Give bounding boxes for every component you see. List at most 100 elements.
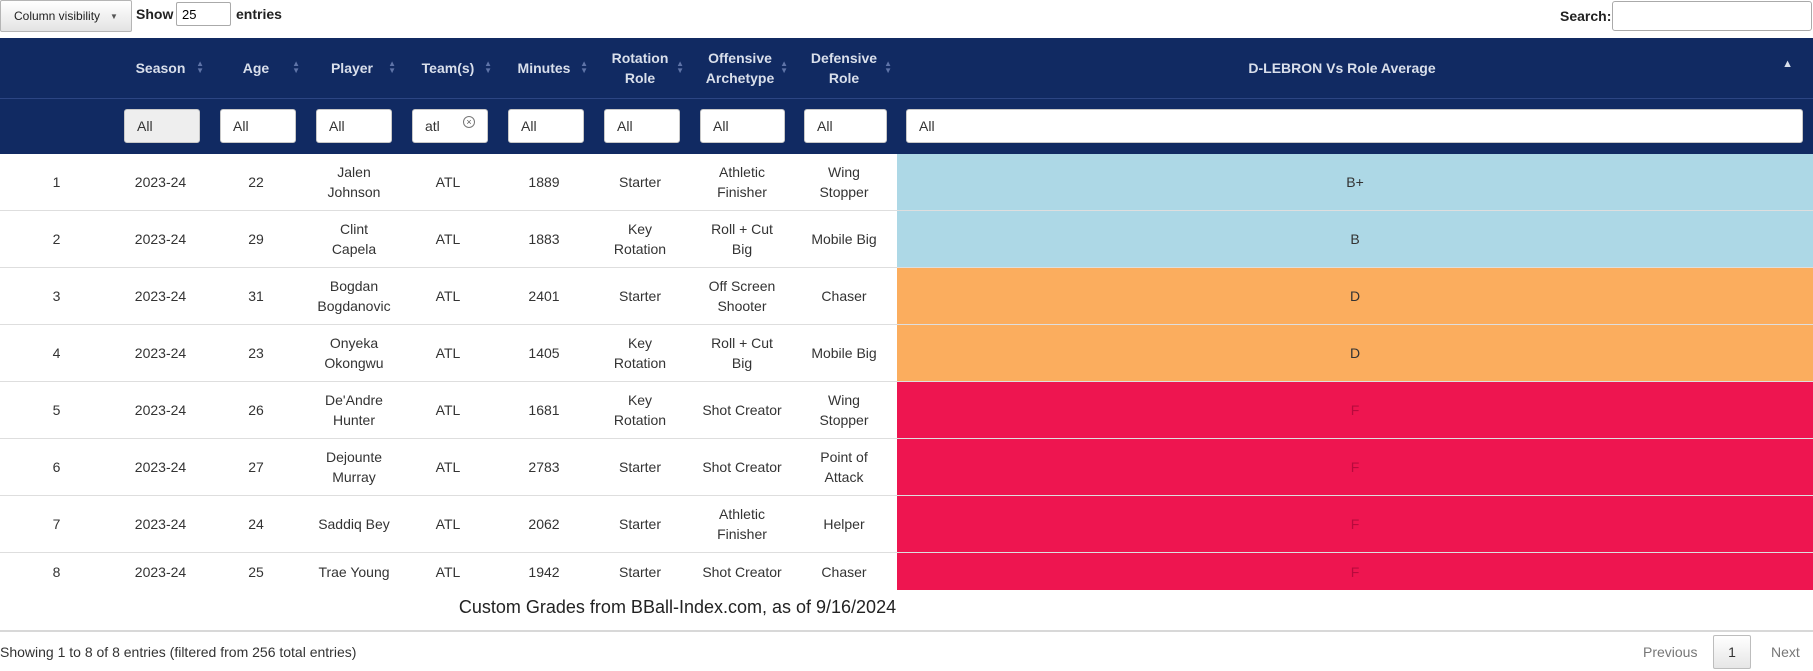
- sort-icon: ▲ ▼: [580, 59, 588, 75]
- column-header-offensive-archetype[interactable]: Offensive Archetype ▲ ▼: [688, 38, 792, 98]
- offensive-archetype-cell: Off Screen Shooter: [688, 268, 796, 324]
- row-number-cell: 5: [52, 402, 61, 418]
- age-filter-input[interactable]: [220, 109, 296, 143]
- sort-icon: ▲ ▼: [484, 59, 492, 75]
- grade-cell: D: [897, 325, 1813, 381]
- defensive-role-text: Mobile Big: [811, 345, 877, 361]
- column-visibility-button[interactable]: Column visibility ▼: [0, 0, 132, 32]
- sort-icon: ▲ ▼: [196, 59, 204, 75]
- rotation-role-filter-input[interactable]: [604, 109, 680, 143]
- table-row[interactable]: 7 2023-24 24 Saddiq Bey ATL 2062 Starter…: [0, 496, 1813, 553]
- season-cell: 2023-24: [134, 345, 187, 361]
- minutes-cell: 1883: [528, 231, 560, 247]
- age-header-label: Age: [242, 60, 270, 76]
- offensive-archetype-text: Shot Creator: [702, 563, 782, 580]
- column-header-minutes[interactable]: Minutes ▲ ▼: [496, 38, 592, 98]
- player-name: Trae Young: [318, 563, 390, 580]
- caret-down-icon: ▼: [110, 11, 118, 21]
- table-row[interactable]: 3 2023-24 31 Bogdan Bogdanovic ATL 2401 …: [0, 268, 1813, 325]
- grade-value: D: [1349, 345, 1361, 361]
- dlebron-filter-input[interactable]: [906, 109, 1803, 143]
- player-name: Onyeka Okongwu: [324, 335, 384, 371]
- table-row[interactable]: 2 2023-24 29 Clint Capela ATL 1883 Key R…: [0, 211, 1813, 268]
- offensive-archetype-cell: Shot Creator: [688, 439, 796, 495]
- offensive-archetype-filter-input[interactable]: [700, 109, 785, 143]
- team-cell: ATL: [435, 402, 461, 418]
- row-number-cell: 4: [52, 345, 61, 361]
- table-row[interactable]: 8 2023-24 25 Trae Young ATL 1942 Starter…: [0, 553, 1813, 590]
- grade-cell: F: [897, 439, 1813, 495]
- table-row[interactable]: 5 2023-24 26 De'Andre Hunter ATL 1681 Ke…: [0, 382, 1813, 439]
- table-toolbar: Column visibility ▼ Show entries Search:: [0, 0, 1813, 38]
- age-cell: 22: [248, 174, 264, 190]
- defensive-role-text: Chaser: [821, 288, 867, 304]
- rotation-role-cell: Key Rotation: [592, 325, 688, 381]
- age-cell: 26: [248, 402, 264, 418]
- column-header-rotation-role[interactable]: Rotation Role ▲ ▼: [592, 38, 688, 98]
- minutes-cell: 1889: [528, 174, 560, 190]
- age-cell: 29: [248, 231, 264, 247]
- age-cell: 31: [248, 288, 264, 304]
- rotation-role-text: Starter: [618, 563, 661, 580]
- table-info: Showing 1 to 8 of 8 entries (filtered fr…: [0, 644, 357, 660]
- dlebron-header-label: D-LEBRON Vs Role Average: [1248, 60, 1436, 76]
- minutes-filter-input[interactable]: [508, 109, 584, 143]
- team-cell: ATL: [435, 345, 461, 361]
- defensive-role-filter-input[interactable]: [804, 109, 887, 143]
- offensive-archetype-text: Athletic Finisher: [717, 506, 767, 542]
- age-cell: 23: [248, 345, 264, 361]
- offensive-archetype-cell: Roll + Cut Big: [688, 325, 796, 381]
- column-header-age[interactable]: Age ▲ ▼: [208, 38, 304, 98]
- rotation-role-text: Starter: [618, 288, 661, 304]
- grade-value: F: [1350, 459, 1360, 475]
- show-label: Show: [136, 6, 174, 22]
- player-cell: Onyeka Okongwu: [304, 325, 404, 381]
- table-header: Season ▲ ▼ Age ▲ ▼ Player ▲ ▼ Team(s) ▲ ▼ Mi…: [0, 38, 1813, 154]
- season-cell: 2023-24: [134, 402, 187, 418]
- column-header-season[interactable]: Season ▲ ▼: [113, 38, 208, 98]
- column-header-index[interactable]: [0, 38, 113, 98]
- previous-page-button[interactable]: Previous: [1643, 644, 1698, 660]
- defensive-role-text: Wing Stopper: [819, 164, 869, 200]
- defensive-role-text: Point of Attack: [820, 449, 868, 485]
- rotation-role-cell: Starter: [592, 496, 688, 552]
- season-filter-input[interactable]: [124, 109, 200, 143]
- teams-filter-input[interactable]: [412, 109, 488, 143]
- grade-value: F: [1350, 402, 1360, 418]
- player-name: Jalen Johnson: [327, 164, 381, 200]
- defensive-role-cell: Mobile Big: [792, 325, 896, 381]
- season-cell: 2023-24: [134, 516, 187, 532]
- grade-cell: B: [897, 211, 1813, 267]
- rotation-role-cell: Starter: [592, 439, 688, 495]
- offensive-archetype-cell: Athletic Finisher: [688, 496, 796, 552]
- column-header-dlebron[interactable]: D-LEBRON Vs Role Average ▲: [896, 38, 1813, 98]
- offensive-archetype-text: Athletic Finisher: [717, 164, 767, 200]
- table-row[interactable]: 4 2023-24 23 Onyeka Okongwu ATL 1405 Key…: [0, 325, 1813, 382]
- search-input[interactable]: [1612, 1, 1812, 31]
- age-cell: 25: [248, 563, 264, 580]
- minutes-cell: 1681: [528, 402, 560, 418]
- table-row[interactable]: 6 2023-24 27 Dejounte Murray ATL 2783 St…: [0, 439, 1813, 496]
- offensive-archetype-cell: Shot Creator: [688, 553, 796, 590]
- grade-value: B+: [1346, 174, 1364, 190]
- column-header-defensive-role[interactable]: Defensive Role ▲ ▼: [792, 38, 896, 98]
- team-cell: ATL: [435, 174, 461, 190]
- grade-cell: F: [897, 553, 1813, 590]
- column-header-teams[interactable]: Team(s) ▲ ▼: [400, 38, 496, 98]
- header-divider: [0, 98, 1813, 99]
- page-length-input[interactable]: [176, 2, 231, 26]
- player-cell: De'Andre Hunter: [304, 382, 404, 438]
- table-row[interactable]: 1 2023-24 22 Jalen Johnson ATL 1889 Star…: [0, 154, 1813, 211]
- offensive-archetype-text: Off Screen Shooter: [708, 278, 776, 314]
- next-page-button[interactable]: Next: [1771, 644, 1800, 660]
- minutes-cell: 2783: [528, 459, 560, 475]
- grade-value: B: [1350, 231, 1360, 247]
- player-cell: Saddiq Bey: [304, 496, 404, 552]
- player-cell: Trae Young: [304, 553, 404, 590]
- page-1-button[interactable]: 1: [1713, 635, 1751, 669]
- clear-filter-icon[interactable]: ×: [463, 116, 475, 128]
- player-filter-input[interactable]: [316, 109, 392, 143]
- defensive-role-cell: Point of Attack: [792, 439, 896, 495]
- minutes-cell: 2401: [528, 288, 560, 304]
- column-header-player[interactable]: Player ▲ ▼: [304, 38, 400, 98]
